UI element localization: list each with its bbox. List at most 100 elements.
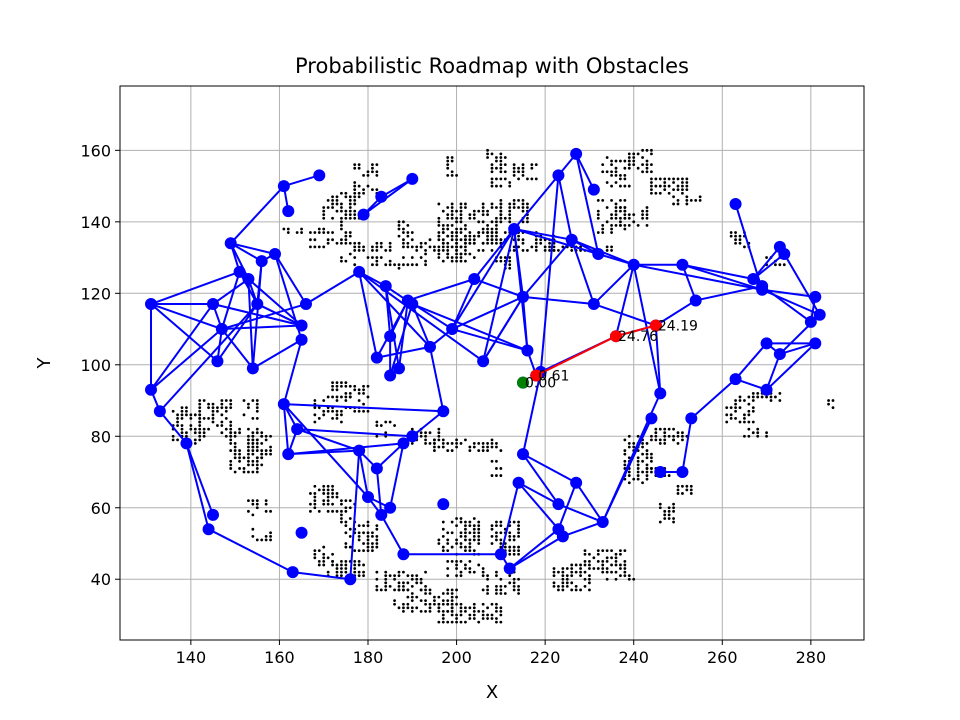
obstacle-point [486,613,489,617]
obstacle-point [472,606,476,610]
plot-frame [119,85,865,641]
obstacle-point [362,391,365,395]
obstacle-point [747,413,751,417]
obstacle-point [667,513,671,517]
obstacle-point [446,620,450,624]
obstacle-point [508,574,512,578]
obstacle-point [650,452,653,456]
obstacle-point [481,445,485,449]
obstacle-point [198,434,202,438]
obstacle-point [260,463,264,467]
obstacle-point [601,549,605,553]
roadmap-node [468,273,481,286]
obstacle-point [384,431,388,435]
obstacle-point [517,166,520,170]
obstacle-point [481,227,485,231]
obstacle-point [588,577,591,581]
obstacle-point [583,563,587,567]
roadmap-edge [513,228,599,255]
obstacle-point [295,231,299,234]
obstacle-point [530,177,534,181]
obstacle-point [641,216,644,220]
obstacle-point [357,191,361,195]
roadmap-edge [411,303,431,348]
obstacle-point [481,567,485,570]
obstacle-point [472,527,476,531]
obstacle-point [211,420,215,424]
obstacle-point [233,445,237,449]
obstacle-point [455,538,458,542]
obstacle-point [743,245,746,249]
obstacle-point [499,256,503,259]
obstacle-point [433,599,436,603]
obstacle-point [490,474,494,477]
obstacle-point [552,245,556,249]
obstacle-point [393,577,396,581]
obstacle-point [583,584,587,588]
roadmap-edge [499,482,520,555]
obstacle-point [534,241,538,245]
obstacle-point [495,216,498,220]
obstacle-point [455,241,458,245]
obstacle-point [455,517,458,520]
obstacle-point [605,220,609,224]
roadmap-edge [411,303,528,352]
obstacle-point [331,484,334,488]
obstacle-point [424,592,427,595]
obstacle-point [477,231,481,234]
obstacle-point [672,438,675,442]
obstacle-point [614,577,618,581]
obstacle-point [450,610,454,613]
obstacle-point [468,213,472,217]
obstacle-point [734,406,737,410]
obstacle-point [362,570,365,574]
obstacle-point [326,499,330,503]
obstacle-point [198,399,202,402]
obstacle-point [681,492,684,495]
obstacle-point [459,245,463,249]
obstacle-point [362,524,365,528]
obstacle-point [738,238,742,242]
obstacle-point [344,545,348,549]
obstacle-point [592,556,596,560]
obstacle-point [508,545,512,549]
obstacle-point [264,509,268,513]
obstacle-point [393,424,396,427]
obstacle-point [579,563,582,567]
obstacle-point [441,620,445,624]
obstacle-point [344,567,348,570]
obstacle-point [486,231,489,234]
obstacle-point [499,613,503,617]
obstacle-point [340,381,343,385]
obstacle-point [464,245,467,249]
obstacle-point [446,173,450,177]
obstacle-point [335,567,339,570]
obstacle-point [198,431,202,435]
obstacle-point [503,231,507,234]
obstacle-point [322,559,326,563]
roadmap-edge [380,514,405,555]
obstacle-point [738,399,742,402]
obstacle-point [371,245,374,249]
obstacle-point [322,502,326,506]
roadmap-node [384,330,397,343]
obstacle-point [503,592,507,595]
path-node [649,319,662,332]
obstacle-point [366,524,370,528]
obstacle-point [468,559,472,563]
obstacle-point [658,191,662,195]
obstacle-point [193,438,197,442]
obstacle-point [331,509,334,513]
obstacle-point [658,177,662,181]
obstacle-point [490,542,494,545]
obstacle-point [402,256,405,259]
roadmap-node [233,265,246,278]
obstacle-point [450,559,454,563]
obstacle-point [331,502,334,506]
obstacle-point [778,263,782,267]
obstacle-point [375,524,379,528]
obstacle-point [685,198,689,202]
roadmap-node [269,247,281,260]
obstacle-point [645,463,649,467]
obstacle-point [464,206,467,209]
